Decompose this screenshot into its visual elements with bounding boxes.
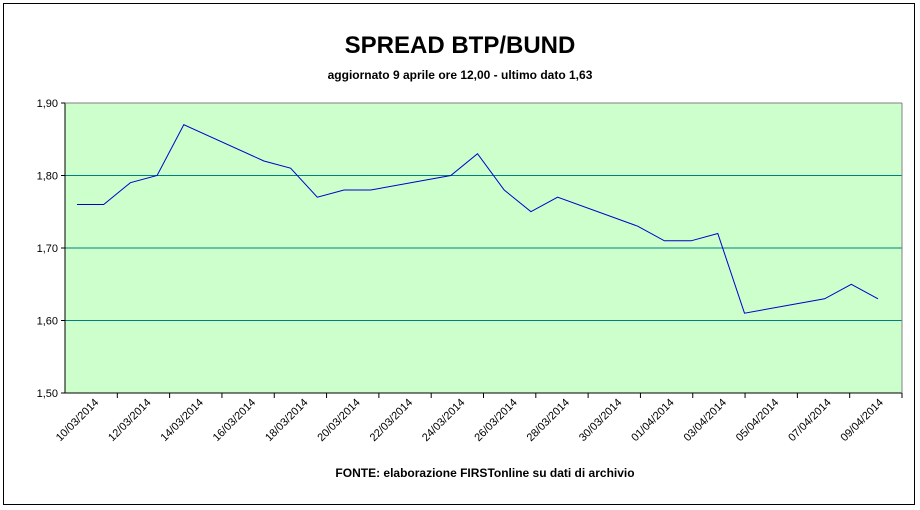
x-tick-label: 10/03/2014 xyxy=(54,397,101,444)
x-tick-label: 05/04/2014 xyxy=(734,397,781,444)
x-tick-label: 01/04/2014 xyxy=(629,397,676,444)
x-tick-label: 24/03/2014 xyxy=(420,397,467,444)
x-tick-label: 18/03/2014 xyxy=(263,397,310,444)
chart-subtitle: aggiornato 9 aprile ore 12,00 - ultimo d… xyxy=(327,68,593,82)
x-tick-label: 07/04/2014 xyxy=(786,397,833,444)
x-tick-label: 09/04/2014 xyxy=(839,397,886,444)
x-axis-ticks: 10/03/2014 12/03/2014 14/03/2014 16/03/2014… xyxy=(54,393,903,444)
x-tick-label: 14/03/2014 xyxy=(158,397,205,444)
x-tick-label: 20/03/2014 xyxy=(315,397,362,444)
chart-source-note: FONTE: elaborazione FIRSTonline su dati … xyxy=(335,466,635,480)
x-tick-label: 12/03/2014 xyxy=(106,397,153,444)
y-tick-label: 1,50 xyxy=(37,388,58,400)
x-tick-label: 03/04/2014 xyxy=(682,397,729,444)
x-tick-label: 22/03/2014 xyxy=(368,397,415,444)
y-tick-label: 1,60 xyxy=(37,316,58,328)
x-tick-label: 16/03/2014 xyxy=(211,397,258,444)
y-tick-label: 1,80 xyxy=(37,171,58,183)
y-tick-label: 1,70 xyxy=(37,243,58,255)
chart-title: SPREAD BTP/BUND xyxy=(344,32,576,59)
y-axis-ticks: 1,50 1,60 1,70 1,80 1,90 xyxy=(37,98,65,400)
x-tick-label: 30/03/2014 xyxy=(577,397,624,444)
x-tick-label: 26/03/2014 xyxy=(472,397,519,444)
y-tick-label: 1,90 xyxy=(37,98,58,110)
series-line xyxy=(77,124,879,314)
x-tick-label: 28/03/2014 xyxy=(525,397,572,444)
